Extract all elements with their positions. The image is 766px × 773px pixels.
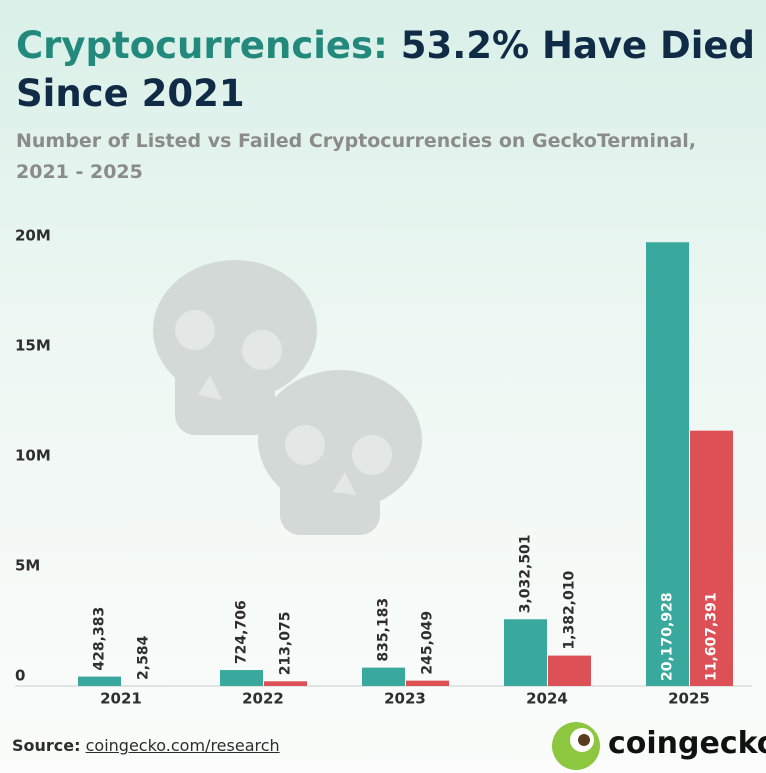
value-label: 428,383 — [92, 607, 108, 671]
value-label: 213,075 — [278, 612, 294, 676]
bar — [504, 619, 547, 686]
y-tick-label: 0 — [15, 667, 25, 685]
brand: coingecko — [608, 726, 766, 761]
x-tick-label: 2022 — [242, 690, 284, 708]
skull-holes — [175, 310, 392, 495]
x-tick-label: 2024 — [526, 690, 568, 708]
bar — [78, 676, 121, 686]
value-label: 1,382,010 — [562, 571, 578, 650]
skull-decoration — [153, 260, 422, 535]
source-link[interactable]: coingecko.com/research — [85, 736, 280, 755]
bar — [220, 670, 263, 686]
value-label: 11,607,391 — [704, 592, 720, 681]
y-tick-label: 15M — [15, 337, 51, 355]
x-tick-label: 2023 — [384, 690, 426, 708]
y-tick-label: 5M — [15, 557, 40, 575]
value-label: 20,170,928 — [660, 592, 676, 681]
bar — [362, 667, 405, 686]
title: Cryptocurrencies: 53.2% Have Died Since … — [16, 22, 756, 118]
value-label: 724,706 — [234, 600, 250, 664]
value-label: 245,049 — [420, 611, 436, 675]
bar — [690, 430, 733, 686]
value-label: 3,032,501 — [518, 534, 534, 613]
bar — [646, 242, 689, 687]
bar — [264, 681, 307, 686]
x-tick-label: 2021 — [100, 690, 142, 708]
bar — [406, 680, 449, 686]
source-label: Source: — [12, 736, 81, 755]
bar — [548, 655, 591, 686]
title-main: 53.2% Have Died Since 2021 — [16, 24, 755, 115]
y-tick-label: 10M — [15, 447, 51, 465]
subtitle: Number of Listed vs Failed Cryptocurrenc… — [16, 130, 697, 183]
value-label: 2,584 — [136, 635, 152, 680]
value-label: 835,183 — [376, 598, 392, 662]
x-tick-label: 2025 — [668, 690, 710, 708]
source: Source: coingecko.com/research — [12, 736, 280, 755]
title-lead: Cryptocurrencies: — [16, 24, 388, 67]
y-tick-label: 20M — [15, 227, 51, 245]
